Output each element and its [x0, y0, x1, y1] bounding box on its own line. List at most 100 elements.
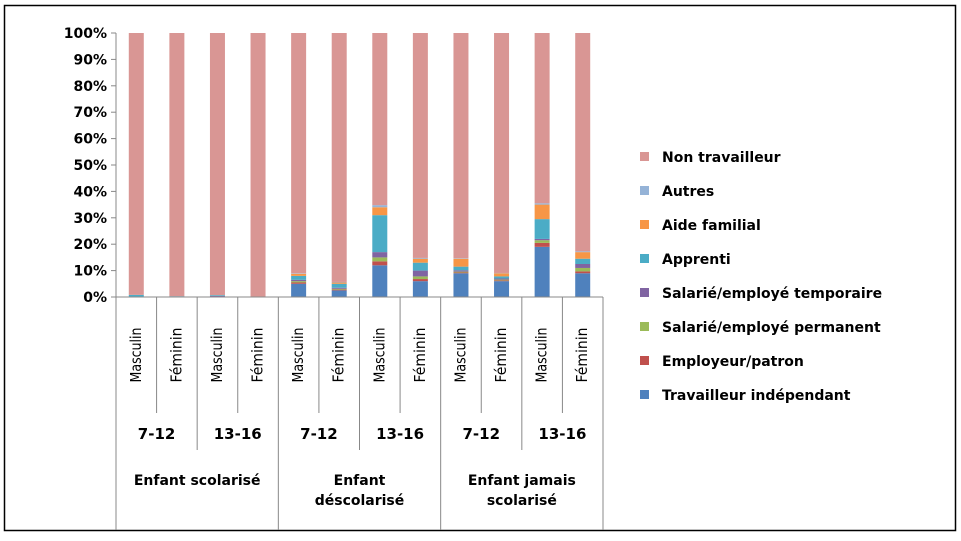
bar-segment-travailleur-independant: [535, 247, 550, 297]
bar-segment-salarie-employe-temporaire: [332, 288, 347, 289]
bar-segment-non-travailleur: [251, 33, 266, 296]
bar-segment-non-travailleur: [372, 33, 387, 205]
bar-segment-non-travailleur: [494, 33, 509, 273]
bar-segment-apprenti: [129, 295, 144, 297]
legend-label: Employeur/patron: [662, 354, 804, 370]
bar-segment-apprenti: [413, 263, 428, 271]
bar-segment-non-travailleur: [413, 33, 428, 258]
category-label: Masculin: [127, 328, 145, 383]
bar-segment-travailleur-independant: [575, 273, 590, 297]
bar-segment-salarie-employe-permanent: [494, 280, 509, 281]
bar-segment-travailleur-independant: [332, 290, 347, 297]
legend-label: Autres: [662, 184, 714, 200]
bar-segment-apprenti: [575, 259, 590, 264]
bar-segment-employeur-patron: [535, 243, 550, 247]
category-label: Masculin: [208, 328, 226, 383]
category-label: Masculin: [533, 328, 551, 383]
bar-segment-non-travailleur: [129, 33, 144, 295]
category-label: Féminin: [492, 327, 510, 382]
bar-segment-travailleur-independant: [291, 284, 306, 297]
bar-segment-apprenti: [535, 219, 550, 239]
bar-segment-employeur-patron: [291, 282, 306, 283]
bar-segment-salarie-employe-temporaire: [535, 239, 550, 240]
category-label: Féminin: [330, 328, 348, 383]
bar-segment-apprenti: [453, 267, 468, 271]
legend-label: Salarié/employé permanent: [662, 320, 881, 336]
category-label: Féminin: [167, 328, 185, 383]
bar-segment-aide-familial: [372, 207, 387, 215]
y-tick-label: 0%: [83, 290, 107, 306]
bar-segment-non-travailleur: [291, 33, 306, 273]
category-label: Masculin: [289, 328, 307, 383]
age-group-label: 13-16: [538, 425, 586, 443]
age-group-label: 7-12: [462, 425, 500, 443]
bar-segment-non-travailleur: [210, 33, 225, 295]
bar-segment-salarie-employe-permanent: [413, 276, 428, 279]
bar-segment-aide-familial: [413, 259, 428, 263]
group-label: Enfant: [334, 473, 386, 489]
category-label: Féminin: [249, 328, 267, 383]
y-tick-label: 10%: [73, 264, 107, 280]
category-label: Féminin: [411, 328, 429, 383]
bar-segment-salarie-employe-permanent: [291, 281, 306, 282]
age-group-label: 7-12: [138, 425, 176, 443]
bar-segment-salarie-employe-temporaire: [413, 271, 428, 277]
bar-segment-non-travailleur: [535, 33, 550, 203]
legend-label: Travailleur indépendant: [662, 388, 851, 404]
bar-segment-travailleur-independant: [413, 281, 428, 297]
bar-segment-apprenti: [210, 295, 225, 296]
bar-segment-autres: [332, 282, 347, 283]
bar-segment-autres: [372, 205, 387, 207]
y-tick-label: 50%: [73, 158, 107, 174]
bar-segment-salarie-employe-permanent: [332, 289, 347, 290]
bar-segment-salarie-employe-temporaire: [494, 279, 509, 280]
bar-segment-aide-familial: [453, 259, 468, 267]
y-tick-label: 90%: [73, 52, 107, 68]
y-tick-label: 70%: [73, 105, 107, 121]
bar-segment-non-travailleur: [453, 33, 468, 258]
bar-segment-salarie-employe-permanent: [372, 257, 387, 261]
bar-segment-travailleur-independant: [453, 273, 468, 297]
legend-swatch-apprenti: [640, 254, 649, 263]
legend-swatch-aide-familial: [640, 220, 649, 229]
category-label: Masculin: [370, 328, 388, 383]
y-tick-label: 20%: [73, 237, 107, 253]
bar-segment-autres: [535, 203, 550, 204]
age-group-label: 13-16: [214, 425, 262, 443]
category-label: Féminin: [573, 328, 591, 383]
group-label: déscolarisé: [315, 493, 405, 509]
bar-segment-salarie-employe-temporaire: [575, 264, 590, 268]
bar-segment-autres: [413, 258, 428, 259]
bar-segment-employeur-patron: [575, 271, 590, 273]
bar-segment-autres: [575, 251, 590, 252]
legend-label: Apprenti: [662, 252, 731, 268]
bar-segment-aide-familial: [291, 274, 306, 276]
legend-swatch-salarie-employe-permanent: [640, 322, 649, 331]
legend-label: Aide familial: [662, 218, 761, 234]
bar-segment-apprenti: [332, 284, 347, 288]
bar-segment-employeur-patron: [494, 280, 509, 281]
bar-segment-apprenti: [291, 276, 306, 280]
bar-segment-non-travailleur: [169, 33, 184, 296]
legend-label: Non travailleur: [662, 150, 781, 166]
y-tick-label: 100%: [64, 26, 107, 42]
bar-segment-aide-familial: [575, 252, 590, 259]
bar-segment-salarie-employe-temporaire: [291, 280, 306, 281]
age-group-label: 7-12: [300, 425, 338, 443]
bar-segment-salarie-employe-temporaire: [372, 252, 387, 257]
bar-segment-salarie-employe-permanent: [535, 240, 550, 243]
group-label: scolarisé: [487, 493, 557, 509]
bar-segment-employeur-patron: [332, 290, 347, 291]
bar-segment-aide-familial: [535, 205, 550, 220]
bar-segment-travailleur-independant: [494, 281, 509, 297]
bar-segment-salarie-employe-temporaire: [210, 296, 225, 297]
bar-segment-apprenti: [372, 215, 387, 252]
legend-swatch-autres: [640, 186, 649, 195]
bar-segment-autres: [453, 258, 468, 259]
bar-segment-non-travailleur: [575, 33, 590, 251]
y-tick-label: 30%: [73, 211, 107, 227]
age-group-label: 13-16: [376, 425, 424, 443]
legend-swatch-employeur-patron: [640, 356, 649, 365]
